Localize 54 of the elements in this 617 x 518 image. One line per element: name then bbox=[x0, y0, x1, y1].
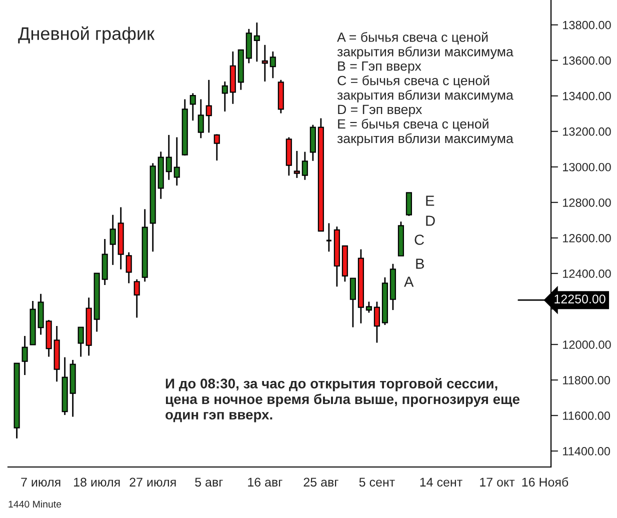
candlestick bbox=[134, 278, 140, 318]
text: Дневной график bbox=[18, 26, 155, 44]
candlestick bbox=[214, 134, 220, 162]
x-tick-label: 7 июля bbox=[21, 478, 60, 487]
candlestick bbox=[374, 300, 380, 344]
y-tick-label: 13800.00 bbox=[563, 20, 611, 30]
text: 1440 Minute bbox=[8, 500, 62, 508]
candlestick bbox=[174, 136, 180, 186]
ref-line-label: 12250.00 bbox=[554, 294, 606, 304]
y-tick-label: 12800.00 bbox=[563, 198, 611, 207]
annotation: B bbox=[416, 258, 424, 269]
x-tick-label: 5 сент bbox=[359, 478, 395, 487]
x-tick-label: 5 авг bbox=[195, 478, 223, 487]
y-tick-label: 13000.00 bbox=[563, 162, 611, 172]
y-tick-label: 13200.00 bbox=[563, 127, 611, 136]
annotation: C bbox=[414, 234, 424, 245]
candlestick bbox=[206, 79, 212, 134]
candlestick bbox=[270, 50, 276, 79]
candlestick bbox=[190, 92, 196, 122]
candlestick bbox=[406, 192, 412, 217]
y-tick-label: 13600.00 bbox=[563, 56, 611, 65]
candlestick bbox=[78, 326, 84, 358]
y-tick-label: 11400.00 bbox=[563, 447, 610, 456]
y-tick-label: 12000.00 bbox=[563, 340, 611, 349]
y-tick-label: 11600.00 bbox=[563, 412, 610, 420]
candlestick bbox=[126, 252, 132, 284]
annotation: E bbox=[426, 196, 434, 206]
annotation: A = бычья свеча с ценой закрытия вблизи максимума B = Гэп вверх C = бычья свеча с ценой закрытия вблизи максимума D = Гэп вверх E = бычья свеча с ценой закрытия вблизи максимума bbox=[337, 32, 514, 146]
candlestick bbox=[366, 300, 372, 314]
candlestick bbox=[254, 22, 260, 62]
x-tick-label: 16 Нояб bbox=[522, 477, 568, 487]
candlestick bbox=[22, 335, 28, 376]
x-tick-label: 25 авг bbox=[304, 478, 338, 487]
candlestick bbox=[110, 214, 116, 266]
y-tick-label: 12400.00 bbox=[563, 269, 611, 278]
annotation: D bbox=[426, 216, 435, 226]
x-tick-label: 17 окт bbox=[480, 478, 515, 487]
candlestick bbox=[262, 44, 268, 82]
x-tick-label: 14 сент bbox=[420, 478, 462, 487]
candlestick bbox=[222, 80, 228, 112]
candlestick bbox=[166, 134, 172, 181]
annotation: И до 08:30, за час до открытия торговой сессии, цена в ночное время была выше, прогнозируя еще один гэп вверх. bbox=[166, 378, 520, 422]
candlestick bbox=[302, 151, 308, 181]
candlestick bbox=[326, 222, 332, 252]
y-tick-label: 12600.00 bbox=[563, 234, 611, 242]
x-tick-label: 18 июля bbox=[74, 478, 120, 487]
candlestick bbox=[350, 278, 356, 328]
x-tick-label: 27 июля bbox=[130, 478, 176, 487]
y-tick-label: 11800.00 bbox=[563, 376, 610, 384]
annotation: A bbox=[404, 276, 414, 287]
candlestick bbox=[198, 98, 204, 139]
y-tick-label: 13400.00 bbox=[563, 92, 611, 100]
x-tick-label: 16 авг bbox=[248, 478, 282, 487]
candlestick bbox=[294, 150, 300, 179]
